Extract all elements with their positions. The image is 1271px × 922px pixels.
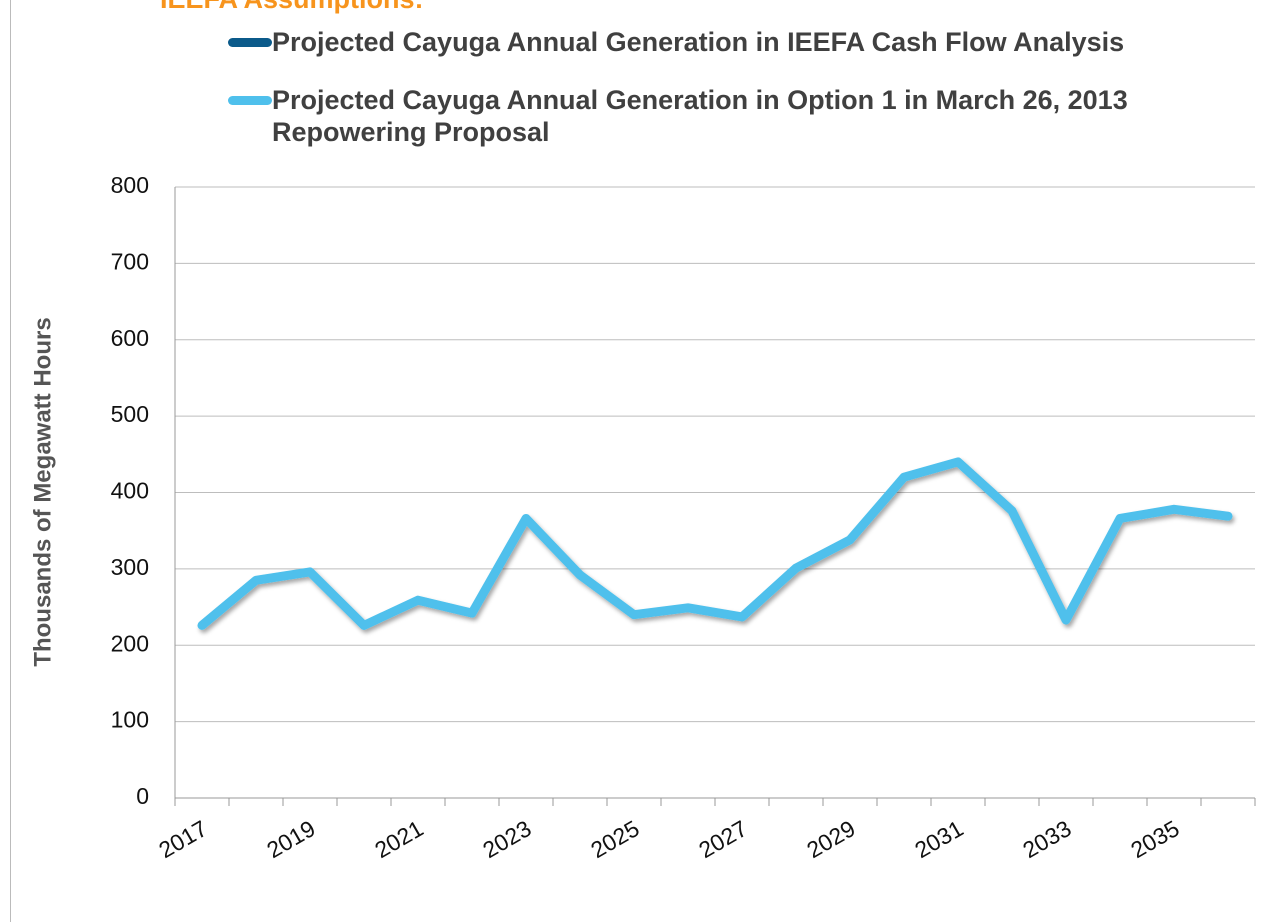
legend-label: Projected Cayuga Annual Generation in IE… [272, 27, 1125, 57]
chart-title: IEEFA Assumptions: [160, 0, 424, 15]
x-tick-label: 2025 [586, 815, 643, 863]
y-axis-label: Thousands of Megawatt Hours [29, 317, 56, 666]
series-line [197, 457, 1233, 630]
legend-label: Projected Cayuga Annual Generation in Op… [272, 85, 1128, 147]
frame [10, 0, 1271, 922]
x-tick-label: 2035 [1126, 815, 1183, 863]
x-tick-label: 2031 [910, 815, 967, 863]
x-tick-label: 2027 [694, 815, 751, 863]
legend-swatch [228, 38, 272, 47]
x-tick-label: 2023 [478, 815, 535, 863]
y-tick-label: 600 [111, 325, 149, 351]
y-tick-label: 100 [111, 707, 149, 733]
x-tick-label: 2017 [154, 815, 211, 863]
legend-item: Projected Cayuga Annual Generation in Op… [228, 84, 1238, 148]
y-tick-label: 700 [111, 248, 149, 274]
y-tick-label: 800 [111, 172, 149, 198]
y-tick-label: 0 [136, 783, 149, 809]
y-tick-label: 400 [111, 478, 149, 504]
x-tick-label: 2033 [1018, 815, 1075, 863]
x-tick-label: 2019 [262, 815, 319, 863]
legend-item: Projected Cayuga Annual Generation in IE… [228, 26, 1238, 58]
x-tick-label: 2021 [370, 815, 427, 863]
y-tick-label: 200 [111, 630, 149, 656]
y-tick-label: 300 [111, 554, 149, 580]
x-tick-label: 2029 [802, 815, 859, 863]
legend-swatch [228, 96, 272, 105]
y-tick-label: 500 [111, 401, 149, 427]
